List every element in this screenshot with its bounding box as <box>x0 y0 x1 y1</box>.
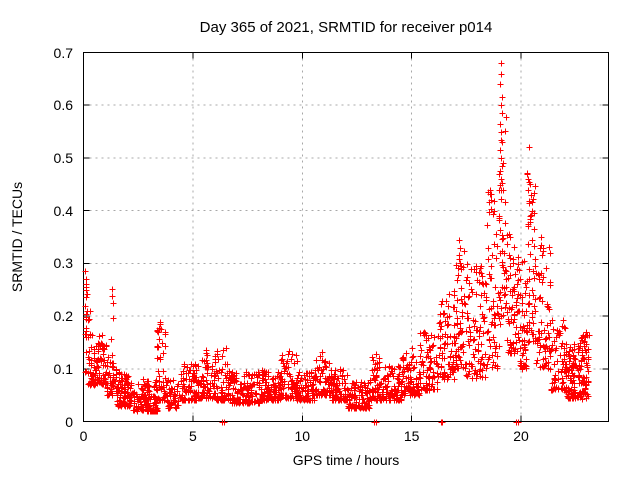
x-tick-label: 0 <box>79 428 88 444</box>
y-tick-label: 0 <box>65 413 73 430</box>
y-tick-label: 0.7 <box>53 44 73 61</box>
x-tick-label: 15 <box>403 428 420 444</box>
x-tick-label: 20 <box>513 428 529 444</box>
x-axis-label: GPS time / hours <box>292 452 400 468</box>
x-tick-label: 5 <box>188 428 197 444</box>
y-tick-label: 0.3 <box>53 255 73 272</box>
y-axis-label: SRMTID / TECUs <box>9 181 25 293</box>
plot-border-and-ticks <box>83 52 609 422</box>
chart-title: Day 365 of 2021, SRMTID for receiver p01… <box>199 19 493 36</box>
y-tick-label: 0.2 <box>53 308 73 325</box>
x-tick-label: 10 <box>294 428 311 444</box>
data-points-srmtid <box>82 60 593 426</box>
y-tick-label: 0.1 <box>53 360 73 377</box>
y-tick-label: 0.6 <box>53 97 73 114</box>
y-tick-label: 0.5 <box>53 149 73 166</box>
y-tick-label: 0.4 <box>53 202 73 219</box>
grid-lines <box>83 52 609 422</box>
